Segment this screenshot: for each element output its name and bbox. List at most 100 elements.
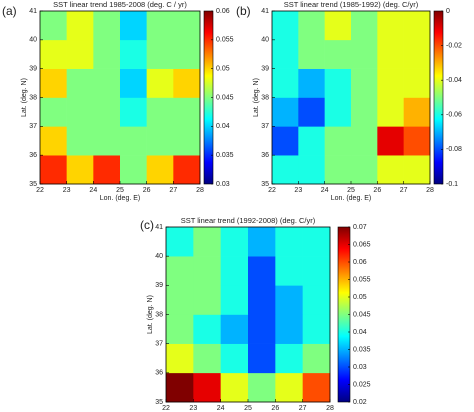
colorbar-tick-label: -0.02 xyxy=(446,42,462,49)
colorbar xyxy=(433,10,444,185)
heat-cell xyxy=(377,68,404,98)
heat-cell xyxy=(302,227,331,257)
heat-cell xyxy=(40,39,67,69)
heat-cell xyxy=(377,11,404,41)
heat-cell xyxy=(193,314,221,344)
heat-cell xyxy=(324,11,352,41)
heat-cell xyxy=(66,97,94,127)
y-tick-label: 38 xyxy=(261,94,269,101)
y-tick-label: 35 xyxy=(261,181,269,188)
chart-title: SST linear trend 1985-2008 (deg. C / yr) xyxy=(53,0,187,9)
x-tick-label: 26 xyxy=(271,405,279,412)
heat-cell xyxy=(66,126,94,156)
heat-cell xyxy=(403,155,431,185)
x-tick-label: 24 xyxy=(321,187,329,194)
heat-cell xyxy=(193,343,221,374)
x-tick-label: 25 xyxy=(244,405,252,412)
x-tick-label: 28 xyxy=(426,187,434,194)
x-tick-label: 23 xyxy=(189,405,197,412)
heat-cell xyxy=(220,285,249,315)
x-tick-label: 27 xyxy=(299,405,307,412)
panel-label: (a) xyxy=(2,4,17,18)
heat-cell xyxy=(66,39,94,69)
heat-cell xyxy=(324,68,352,98)
y-tick-label: 37 xyxy=(29,123,37,130)
heat-cell xyxy=(193,227,221,257)
heat-cell xyxy=(298,39,325,69)
heat-cell xyxy=(120,155,147,185)
heat-cell xyxy=(93,155,121,185)
heat-cell xyxy=(302,256,331,286)
heat-cell xyxy=(40,97,67,127)
heat-cell xyxy=(120,68,147,98)
x-tick-label: 27 xyxy=(400,187,408,194)
heat-cell xyxy=(173,39,201,69)
heat-cell xyxy=(351,155,378,185)
heat-cell xyxy=(377,39,404,69)
colorbar-tick-label: 0.05 xyxy=(353,294,367,301)
heat-cell xyxy=(166,285,194,315)
heat-cell xyxy=(173,126,201,156)
colorbar-tick-label: 0.045 xyxy=(216,94,234,101)
heat-cell xyxy=(146,39,174,69)
y-tick-label: 38 xyxy=(155,311,163,318)
heat-cell xyxy=(302,372,331,403)
colorbar-tick-label: 0.04 xyxy=(353,329,367,336)
heat-cell xyxy=(351,126,378,156)
colorbar-tick-label: 0.045 xyxy=(353,311,371,318)
colorbar-tick-label: -0.06 xyxy=(446,112,462,119)
x-axis-label: Lon. (deg. E) xyxy=(100,195,140,202)
heat-cell xyxy=(120,39,147,69)
colorbar-tick-label: 0.03 xyxy=(216,181,230,188)
heat-cell xyxy=(40,126,67,156)
heat-cell xyxy=(377,155,404,185)
heat-cell xyxy=(272,155,299,185)
heat-cell xyxy=(66,155,94,185)
heat-cell xyxy=(146,126,174,156)
heat-cell xyxy=(220,372,249,403)
y-axis-label: Lat. (deg. N) xyxy=(21,78,28,117)
colorbar-tick-label: 0.02 xyxy=(353,399,367,406)
heat-cell xyxy=(272,97,299,127)
heat-cell xyxy=(275,372,303,403)
heat-cell xyxy=(272,68,299,98)
heat-cell xyxy=(166,372,194,403)
heat-cell xyxy=(173,11,201,41)
colorbar-tick-label: 0.06 xyxy=(353,259,367,266)
heat-cell xyxy=(377,126,404,156)
heat-cell xyxy=(40,11,67,41)
colorbar-tick-label: 0.055 xyxy=(353,276,371,283)
heat-cell xyxy=(193,285,221,315)
x-tick-label: 28 xyxy=(326,405,334,412)
heat-cell xyxy=(275,227,303,257)
heat-cell xyxy=(93,39,121,69)
y-tick-label: 41 xyxy=(155,224,163,231)
y-tick-label: 40 xyxy=(29,37,37,44)
y-tick-label: 36 xyxy=(261,152,269,159)
heat-cell xyxy=(351,68,378,98)
y-tick-label: 37 xyxy=(155,341,163,348)
heat-cell xyxy=(120,11,147,41)
heat-cell xyxy=(220,227,249,257)
y-tick-label: 40 xyxy=(261,37,269,44)
heat-cell xyxy=(302,314,331,344)
heat-cell xyxy=(324,39,352,69)
y-tick-label: 40 xyxy=(155,253,163,260)
heat-cell xyxy=(248,372,276,403)
colorbar-tick-label: 0.04 xyxy=(216,123,230,130)
heat-cell xyxy=(403,68,431,98)
x-tick-label: 26 xyxy=(373,187,381,194)
x-tick-label: 27 xyxy=(169,187,177,194)
heat-cell xyxy=(275,285,303,315)
chart-title: SST linear trend (1985-1992) (deg. C/yr) xyxy=(284,0,419,9)
heat-cell xyxy=(166,314,194,344)
panel-label: (b) xyxy=(236,4,251,18)
y-axis-label: Lat. (deg. N) xyxy=(253,78,260,117)
heat-cell xyxy=(248,343,276,374)
x-tick-label: 22 xyxy=(36,187,44,194)
x-axis-label: Lon. (deg. E) xyxy=(331,195,371,202)
y-tick-label: 39 xyxy=(29,66,37,73)
heat-cell xyxy=(166,256,194,286)
heat-cell xyxy=(298,97,325,127)
colorbar-tick-label: -0.1 xyxy=(446,181,458,188)
